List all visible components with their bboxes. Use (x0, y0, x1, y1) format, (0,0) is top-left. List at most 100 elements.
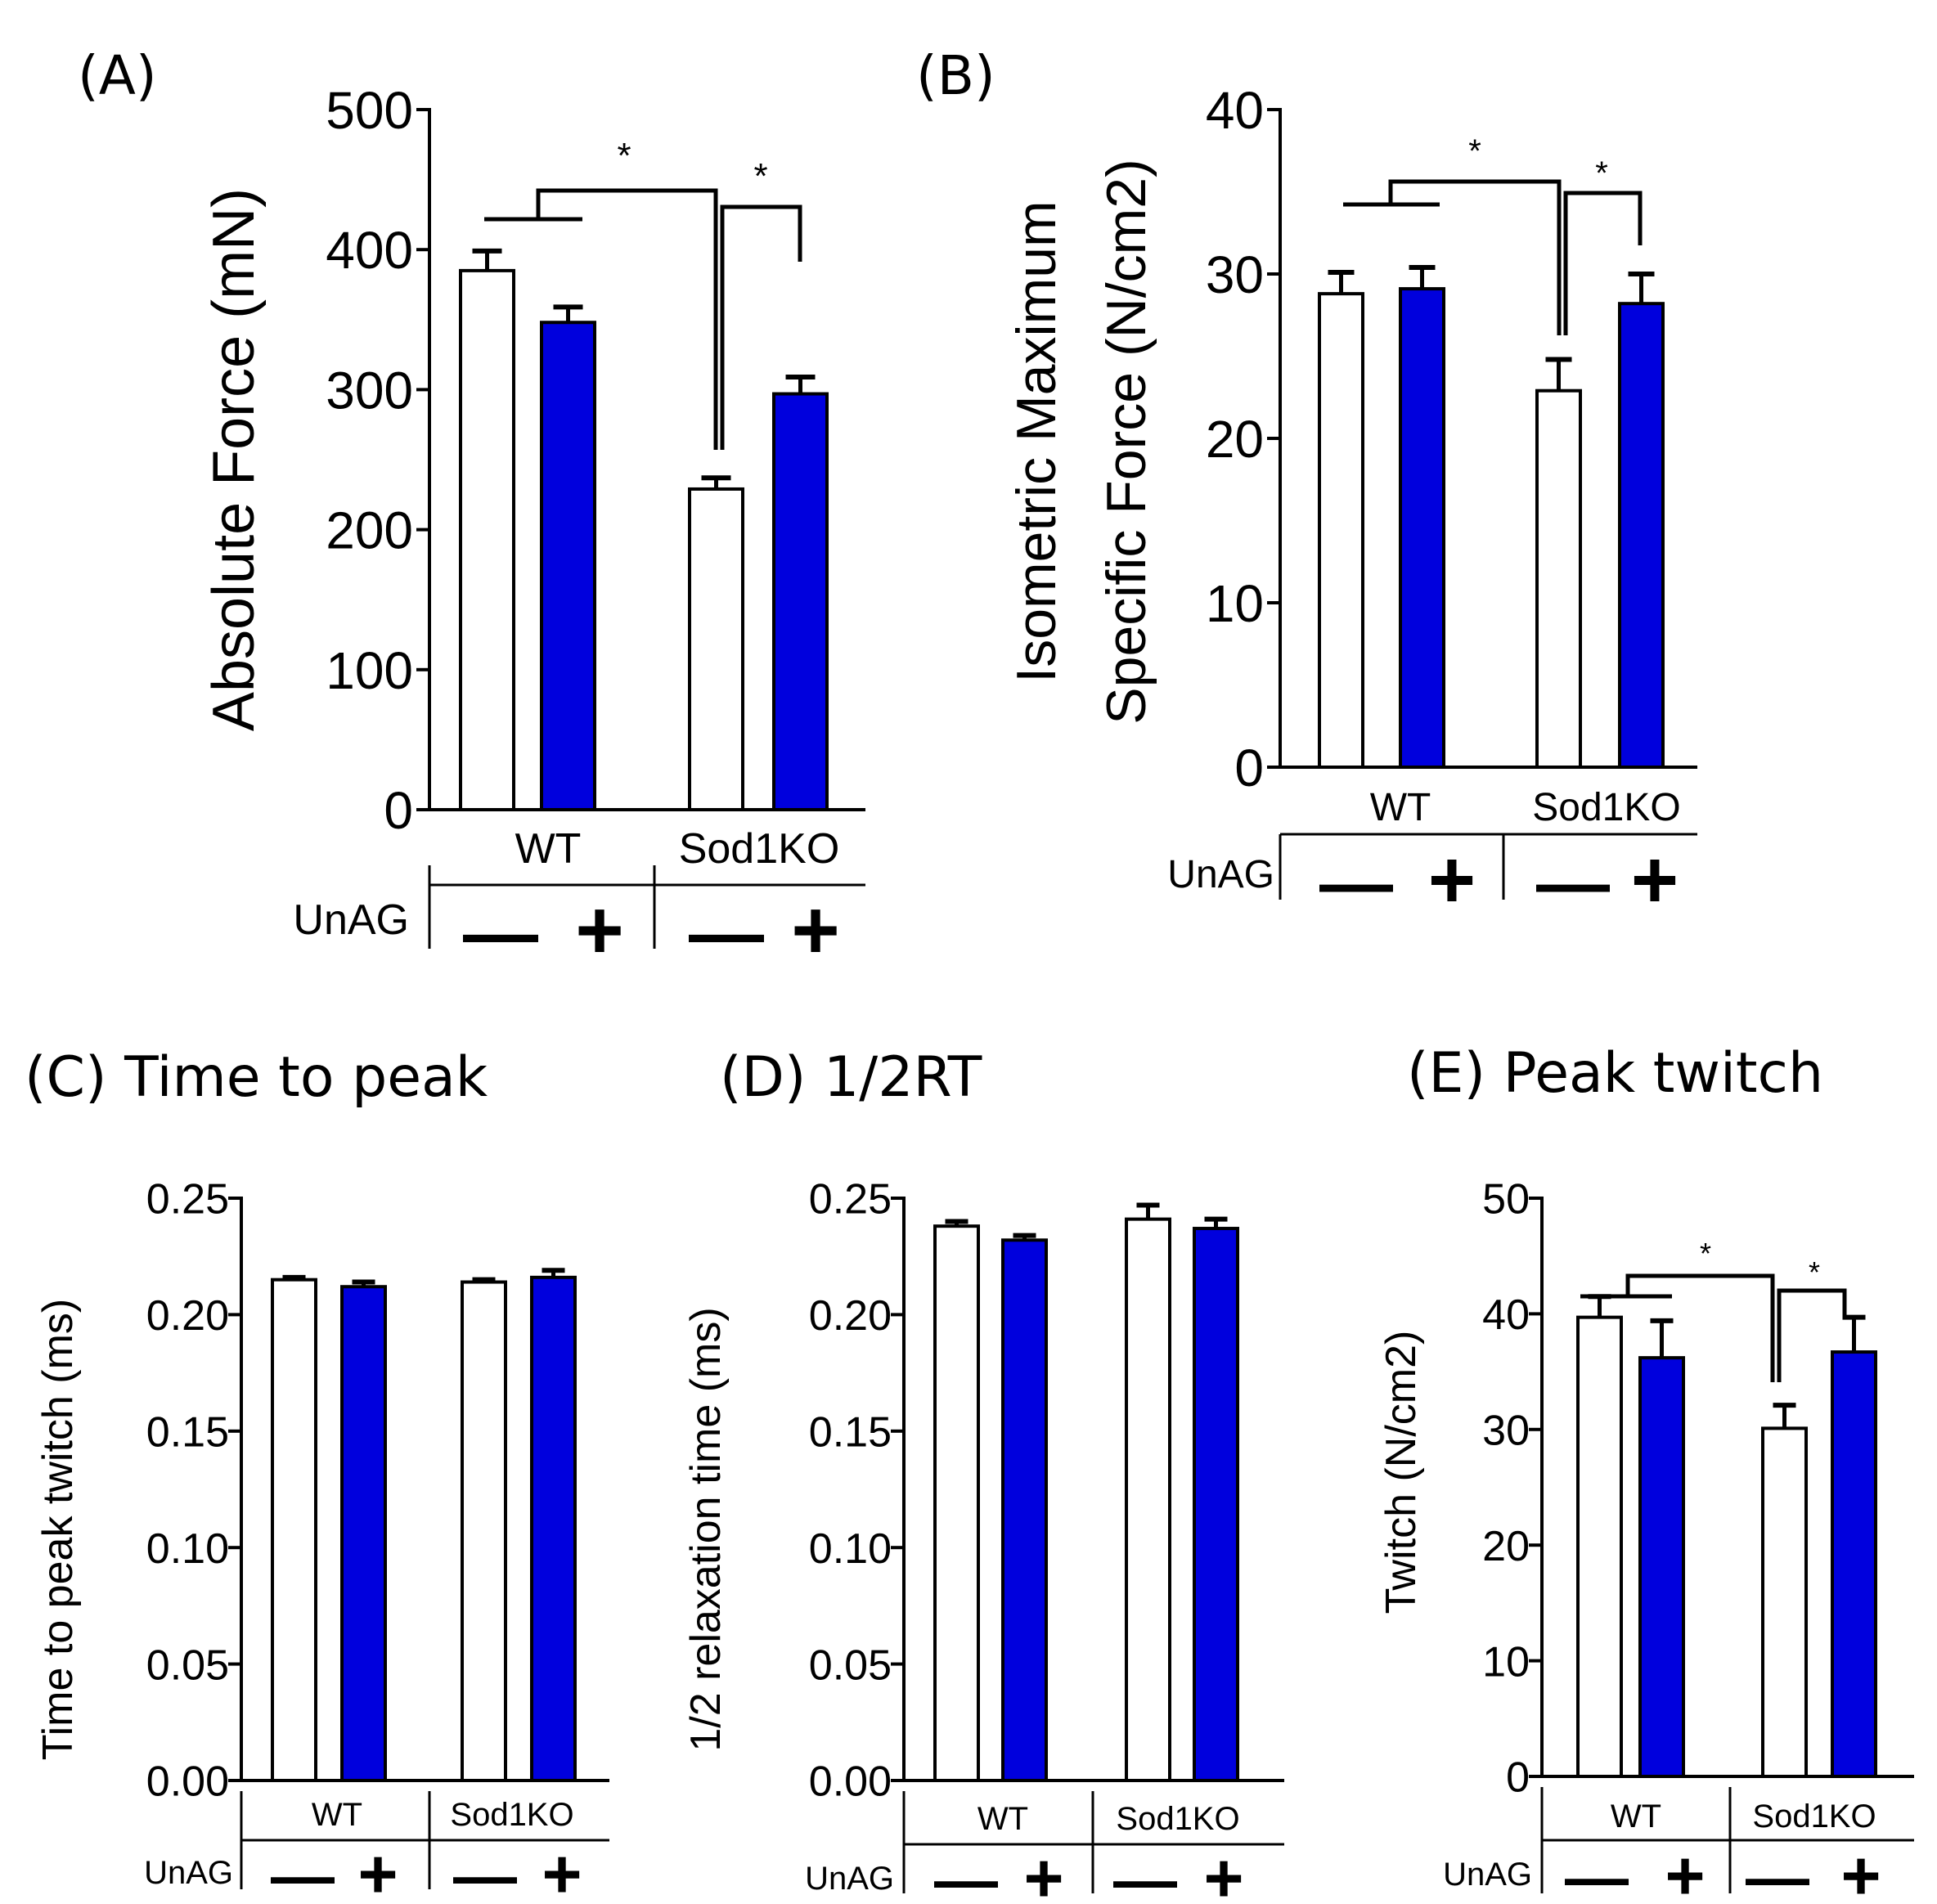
y-tick-label: 50 (1482, 1176, 1530, 1224)
group-label: Sod1KO (450, 1797, 573, 1833)
y-tick-label: 0.10 (809, 1525, 892, 1573)
treatment-label: UnAG (293, 896, 409, 944)
y-tick-label: 20 (1206, 410, 1264, 469)
chart-D: (D) 1/2RT 0.00 0.05 0.10 0.15 0.20 0.25 1/2 rel… (682, 1045, 1284, 1904)
y-tick-label: 40 (1206, 81, 1264, 140)
y-tick-label: 400 (326, 221, 413, 280)
panel-title: (B) (916, 44, 995, 107)
plus-symbol: + (1665, 1837, 1705, 1904)
plus-symbol: + (357, 1835, 398, 1904)
bar (1535, 388, 1582, 769)
significance-star: * (617, 136, 631, 176)
group-label: Sod1KO (679, 825, 840, 873)
group-label: WT (1611, 1798, 1661, 1834)
y-tick-label: 0 (384, 781, 413, 840)
significance-bracket (720, 204, 802, 450)
y-tick-label: 0.20 (146, 1292, 229, 1340)
y-axis-label: Time to peak twitch (ms) (34, 1299, 82, 1760)
bar (688, 487, 744, 812)
y-tick-label: 0.20 (809, 1292, 892, 1340)
minus-symbol: — (1746, 1841, 1809, 1904)
bar (1193, 1227, 1239, 1783)
plus-symbol: + (1840, 1837, 1881, 1904)
y-tick-label: 0.00 (809, 1758, 892, 1806)
significance-star: * (1809, 1255, 1820, 1289)
y-tick-label: 30 (1206, 245, 1264, 304)
treatment-label: UnAG (805, 1861, 894, 1897)
treatment-label: UnAG (1167, 853, 1274, 896)
group-label: WT (515, 825, 582, 873)
minus-symbol: — (463, 891, 538, 975)
group-label: Sod1KO (1532, 786, 1680, 829)
significance-bracket (1563, 191, 1643, 335)
y-tick-label: 0.25 (146, 1176, 229, 1224)
y-tick-label: 0 (1234, 739, 1264, 797)
y-tick-label: 100 (326, 641, 413, 700)
panel-title: (A) (78, 44, 157, 107)
chart-C: (C) Time to peak 0.00 0.05 0.10 0.15 0.20 0.25… (25, 1045, 609, 1904)
plus-symbol: + (575, 883, 624, 977)
y-tick-label: 0.25 (809, 1176, 892, 1224)
y-tick-label: 30 (1482, 1408, 1530, 1455)
bar (1576, 1315, 1623, 1778)
y-tick-label: 0.05 (146, 1641, 229, 1689)
y-tick-label: 0.05 (809, 1641, 892, 1689)
panel-title: (E) Peak twitch (1407, 1041, 1823, 1106)
bar (271, 1278, 317, 1783)
minus-symbol: — (689, 891, 764, 975)
y-tick-label: 0 (1506, 1754, 1530, 1802)
panel-title: (D) 1/2RT (720, 1045, 982, 1110)
chart-B: (B) 0 10 20 30 40 Isometric Maximum Specific Fo… (916, 44, 1697, 926)
bar (1638, 1356, 1685, 1778)
y-tick-label: 10 (1206, 574, 1264, 633)
minus-symbol: — (453, 1839, 517, 1904)
minus-symbol: — (1536, 842, 1610, 924)
minus-symbol: — (1319, 842, 1393, 924)
plus-symbol: + (542, 1835, 582, 1904)
group-label: WT (977, 1801, 1028, 1837)
significance-bracket (1777, 1288, 1847, 1382)
y-axis-label: Twitch (N/cm2) (1377, 1331, 1425, 1614)
y-tick-label: 500 (326, 81, 413, 140)
minus-symbol: — (271, 1839, 335, 1904)
group-label: Sod1KO (1752, 1798, 1876, 1834)
y-tick-label: 0.15 (146, 1409, 229, 1457)
bar (540, 321, 596, 811)
bar (1318, 292, 1364, 769)
group-label: WT (1370, 786, 1431, 829)
y-tick-label: 40 (1482, 1291, 1530, 1339)
significance-star: * (1468, 133, 1481, 169)
group-label: WT (312, 1797, 362, 1833)
y-tick-label: 0.00 (146, 1758, 229, 1806)
y-axis-label: 1/2 relaxation time (ms) (682, 1307, 730, 1751)
minus-symbol: — (934, 1843, 998, 1904)
chart-E: (E) Peak twitch 0 10 20 30 40 50 Twitch (N/cm2)… (1377, 1041, 1914, 1904)
bar (1399, 287, 1445, 769)
bar (340, 1285, 387, 1782)
group-label: Sod1KO (1116, 1801, 1239, 1837)
chart-A: (A) 0 100 200 300 400 500 Absolute Force (mN) WT… (78, 44, 865, 977)
y-tick-label: 200 (326, 501, 413, 560)
plus-symbol: + (1631, 834, 1679, 926)
bar (1001, 1238, 1048, 1783)
y-tick-label: 300 (326, 361, 413, 420)
y-tick-label: 0.10 (146, 1525, 229, 1573)
plus-symbol: + (791, 883, 840, 977)
bar (459, 268, 515, 811)
bar (530, 1275, 577, 1783)
bar (461, 1280, 507, 1782)
bar (772, 392, 829, 811)
y-axis-label: Absolute Force (mN) (201, 188, 267, 731)
significance-bracket (1625, 1273, 1775, 1382)
y-axis-label: Isometric Maximum (1005, 200, 1067, 682)
y-tick-label: 10 (1482, 1638, 1530, 1686)
y-axis-label: Specific Force (N/cm2) (1095, 159, 1157, 724)
plus-symbol: + (1023, 1839, 1063, 1904)
bar (1618, 302, 1665, 769)
significance-bracket (536, 188, 718, 450)
significance-star: * (753, 156, 767, 196)
y-tick-label: 0.15 (809, 1409, 892, 1457)
significance-star: * (1700, 1237, 1711, 1270)
minus-symbol: — (1565, 1841, 1629, 1904)
